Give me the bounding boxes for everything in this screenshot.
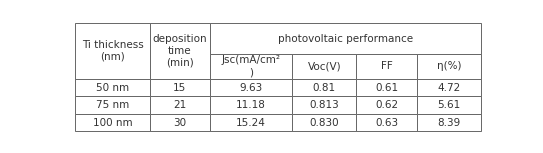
Text: 21: 21 (173, 100, 186, 110)
Text: 75 nm: 75 nm (96, 100, 129, 110)
Text: 11.18: 11.18 (236, 100, 266, 110)
Bar (418, 54, 481, 79)
Bar (75, 96, 149, 114)
Bar (418, 114, 481, 131)
Text: 15: 15 (173, 83, 186, 93)
Bar (149, 114, 210, 131)
Bar (210, 96, 293, 114)
Text: η(%): η(%) (437, 61, 462, 71)
Text: Jsc(mA/cm²
): Jsc(mA/cm² ) (222, 55, 281, 77)
Text: 5.61: 5.61 (438, 100, 461, 110)
Bar (356, 96, 418, 114)
Text: 0.63: 0.63 (375, 118, 399, 128)
Text: 15.24: 15.24 (236, 118, 266, 128)
Text: 0.813: 0.813 (310, 100, 339, 110)
Bar (149, 79, 210, 96)
Text: 30: 30 (173, 118, 186, 128)
Bar (293, 96, 356, 114)
Bar (210, 114, 293, 131)
Bar (293, 79, 356, 96)
Text: deposition
time
(min): deposition time (min) (153, 34, 207, 68)
Text: 9.63: 9.63 (239, 83, 263, 93)
Text: 0.62: 0.62 (375, 100, 399, 110)
Bar (418, 79, 481, 96)
Bar (149, 23, 210, 79)
Bar (210, 23, 481, 54)
Text: photovoltaic performance: photovoltaic performance (278, 34, 413, 43)
Text: Ti thickness
(nm): Ti thickness (nm) (81, 40, 143, 62)
Bar (293, 54, 356, 79)
Bar (75, 23, 149, 79)
Bar (75, 79, 149, 96)
Text: 100 nm: 100 nm (93, 118, 132, 128)
Text: 0.81: 0.81 (313, 83, 336, 93)
Text: 0.61: 0.61 (375, 83, 399, 93)
Text: 4.72: 4.72 (438, 83, 461, 93)
Text: 0.830: 0.830 (310, 118, 339, 128)
Bar (149, 96, 210, 114)
Bar (293, 114, 356, 131)
Bar (356, 79, 418, 96)
Text: 50 nm: 50 nm (96, 83, 129, 93)
Bar (356, 114, 418, 131)
Bar (75, 114, 149, 131)
Bar (356, 54, 418, 79)
Text: 8.39: 8.39 (438, 118, 461, 128)
Bar (210, 54, 293, 79)
Text: Voc(V): Voc(V) (307, 61, 341, 71)
Bar (210, 79, 293, 96)
Bar (418, 96, 481, 114)
Text: FF: FF (381, 61, 393, 71)
